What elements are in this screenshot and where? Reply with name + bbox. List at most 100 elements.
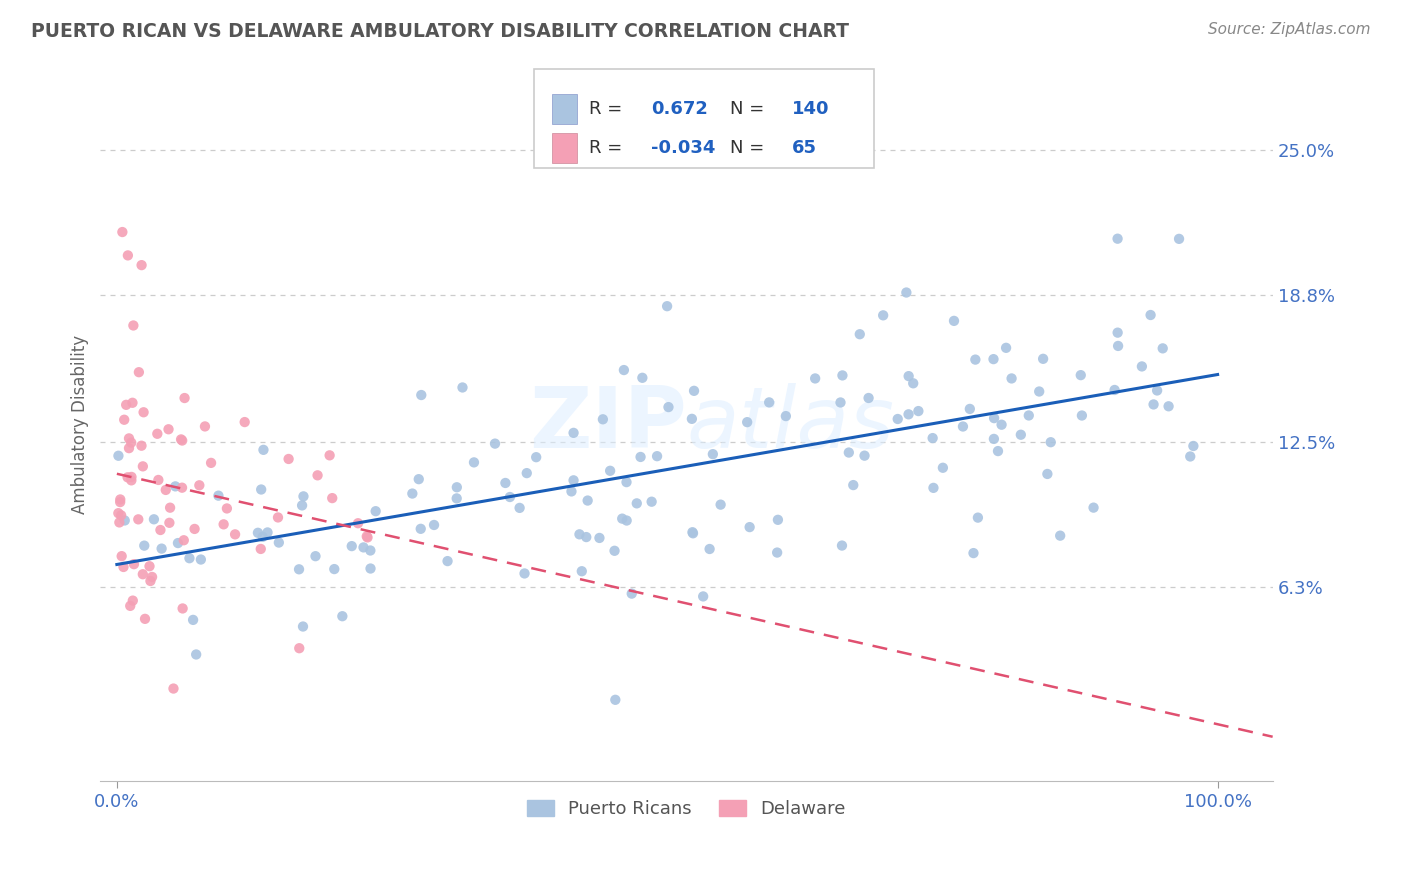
Point — [155, 483, 177, 497]
Point — [194, 419, 217, 434]
Point — [990, 417, 1012, 432]
Point — [1139, 308, 1161, 322]
Point — [127, 512, 149, 526]
Point — [142, 512, 165, 526]
Point — [613, 363, 636, 377]
Point — [233, 415, 256, 429]
Point — [188, 478, 211, 492]
Point — [356, 529, 378, 543]
Point — [121, 470, 143, 484]
Point — [897, 407, 920, 421]
Point — [987, 444, 1010, 458]
Point — [858, 391, 880, 405]
Point — [159, 500, 181, 515]
Point — [775, 409, 797, 423]
Point — [323, 562, 346, 576]
Point — [932, 460, 955, 475]
Point — [436, 554, 458, 568]
Y-axis label: Ambulatory Disability: Ambulatory Disability — [72, 335, 89, 515]
Text: 0.672: 0.672 — [651, 100, 709, 118]
Point — [292, 619, 315, 633]
Point — [682, 526, 704, 541]
Point — [562, 473, 585, 487]
Point — [304, 549, 326, 564]
Point — [952, 419, 974, 434]
Point — [288, 641, 311, 656]
Point — [318, 448, 340, 462]
Point — [616, 514, 638, 528]
Point — [967, 510, 990, 524]
Point — [267, 510, 290, 524]
Point — [138, 559, 160, 574]
Point — [110, 492, 132, 507]
Point — [831, 539, 853, 553]
Point — [1130, 359, 1153, 374]
Point — [267, 535, 290, 549]
Point — [291, 499, 314, 513]
Point — [959, 401, 981, 416]
Point — [1168, 232, 1191, 246]
Point — [186, 648, 208, 662]
Point — [277, 452, 299, 467]
Point — [853, 449, 876, 463]
Point — [735, 415, 758, 429]
Point — [513, 566, 536, 581]
Point — [190, 552, 212, 566]
Point — [172, 434, 194, 448]
Point — [983, 352, 1005, 367]
Point — [804, 371, 827, 385]
Text: R =: R = — [589, 139, 623, 157]
Point — [603, 543, 626, 558]
Point — [1049, 529, 1071, 543]
Point — [107, 506, 129, 520]
Point — [766, 545, 789, 559]
Point — [162, 681, 184, 696]
Point — [288, 562, 311, 576]
Point — [408, 472, 430, 486]
Point — [1083, 500, 1105, 515]
Point — [830, 395, 852, 409]
Point — [256, 525, 278, 540]
Point — [620, 587, 643, 601]
Point — [1107, 339, 1129, 353]
Point — [842, 478, 865, 492]
Point — [307, 468, 329, 483]
Point — [645, 449, 668, 463]
Point — [897, 369, 920, 384]
Point — [120, 435, 142, 450]
Point — [710, 498, 733, 512]
Point — [132, 567, 155, 582]
Point — [330, 609, 353, 624]
Point — [1036, 467, 1059, 481]
Point — [122, 557, 145, 571]
Point — [1000, 371, 1022, 385]
Point — [118, 441, 141, 455]
Point — [108, 495, 131, 509]
Point — [118, 431, 141, 445]
Point — [640, 494, 662, 508]
Point — [108, 516, 131, 530]
Point — [1070, 368, 1092, 383]
Point — [224, 527, 246, 541]
Point — [132, 459, 155, 474]
Point — [364, 504, 387, 518]
Point — [250, 483, 273, 497]
Point — [165, 479, 187, 493]
Point — [181, 613, 204, 627]
Point — [1107, 232, 1129, 246]
Text: atlas: atlas — [686, 384, 894, 467]
Point — [1039, 435, 1062, 450]
Point — [1018, 409, 1040, 423]
Point — [411, 388, 433, 402]
Point — [681, 412, 703, 426]
Text: -0.034: -0.034 — [651, 139, 716, 157]
Point — [681, 525, 703, 540]
Point — [903, 376, 925, 391]
Point — [571, 564, 593, 578]
Point — [401, 486, 423, 500]
Point — [356, 530, 378, 544]
Point — [111, 549, 134, 563]
Point — [246, 525, 269, 540]
Point — [134, 612, 156, 626]
Point — [353, 541, 375, 555]
